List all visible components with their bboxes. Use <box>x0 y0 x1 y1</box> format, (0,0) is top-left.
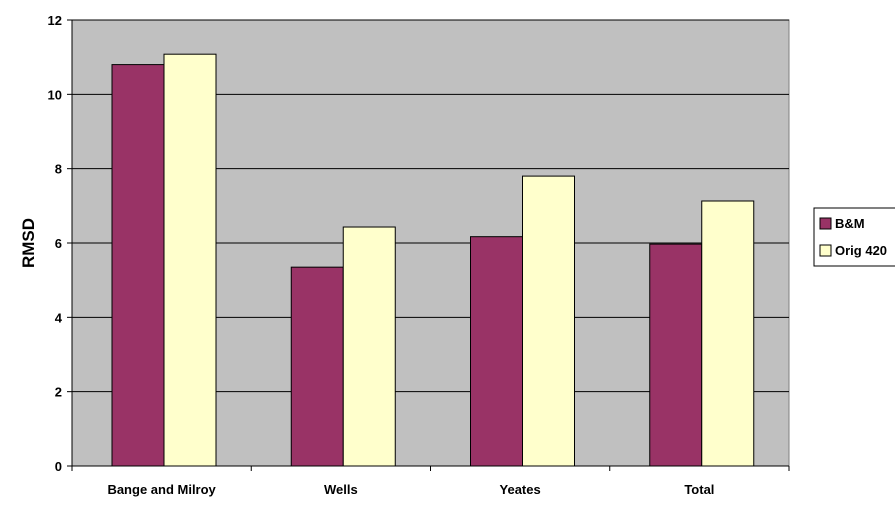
x-tick-label: Wells <box>324 482 358 497</box>
y-tick-label: 10 <box>48 87 62 102</box>
x-tick-label: Total <box>684 482 714 497</box>
legend-label-orig420: Orig 420 <box>835 243 887 258</box>
bar-bm <box>290 266 344 467</box>
bar-bm <box>649 243 703 467</box>
bar-orig420 <box>163 53 217 467</box>
y-tick-label: 8 <box>55 162 62 177</box>
y-tick-label: 2 <box>55 385 62 400</box>
legend-swatch-orig420 <box>819 244 832 257</box>
y-axis-title: RMSD <box>19 218 38 268</box>
y-tick-label: 4 <box>55 310 63 325</box>
bar-orig420 <box>522 175 575 467</box>
y-tick-label: 12 <box>48 13 62 28</box>
legend-label-bm: B&M <box>835 216 865 231</box>
axes <box>67 19 790 471</box>
bar-bm <box>470 236 523 467</box>
legend: B&M Orig 420 <box>813 207 895 267</box>
bar-orig420 <box>342 226 396 467</box>
y-tick-label: 0 <box>55 459 62 474</box>
x-tick-label: Bange and Milroy <box>107 482 216 497</box>
tick-labels: 0 2 4 6 8 10 12 Bange and Milroy Wells Yeates Tota… <box>48 13 715 497</box>
bar-orig420 <box>701 200 755 467</box>
bar-bm <box>111 64 165 467</box>
x-tick-label: Yeates <box>500 482 541 497</box>
legend-swatch-bm <box>819 217 832 230</box>
bars <box>111 53 755 467</box>
y-tick-label: 6 <box>55 236 62 251</box>
